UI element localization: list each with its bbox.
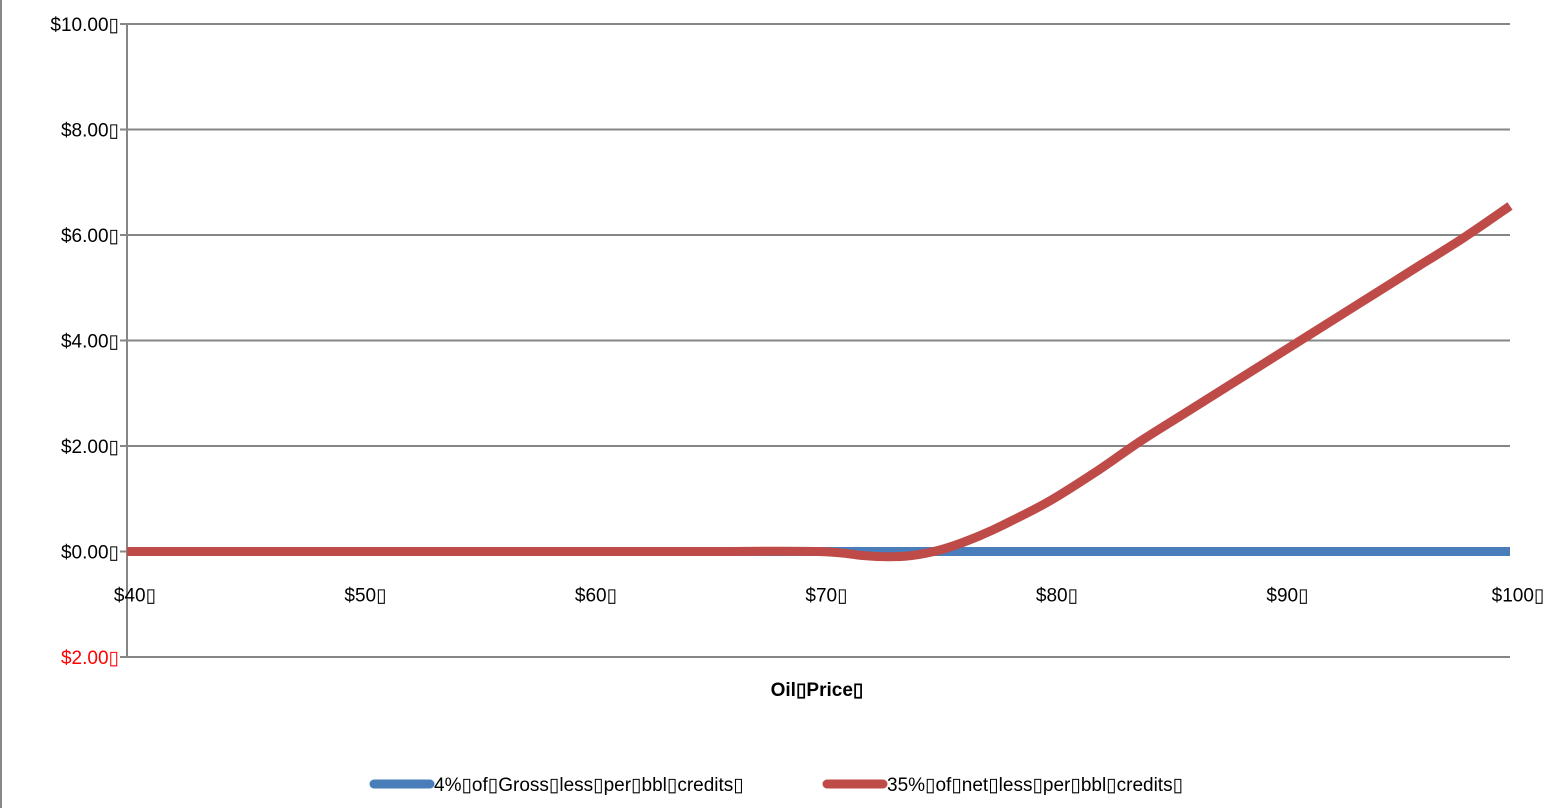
y-tick-label-0: $2.00▯ [61,648,119,669]
x-tick-labels: $40▯ $50▯ $60▯ $70▯ $80▯ $90▯ $100▯ [114,586,1544,607]
x-axis-label: Oil▯Price▯ [771,680,864,701]
x-tick-label-1: $50▯ [344,586,386,607]
y-tick-label-4: $6.00▯ [61,226,119,247]
x-tick-label-2: $60▯ [575,586,617,607]
y-tick-label-5: $8.00▯ [61,121,119,142]
x-tick-label-4: $80▯ [1036,586,1078,607]
x-tick-label-5: $90▯ [1266,586,1308,607]
legend-label-0: 4%▯of▯Gross▯less▯per▯bbl▯credits▯ [434,775,744,796]
y-tick-label-2: $2.00▯ [61,437,119,458]
series-lines [127,202,1513,562]
x-tick-label-3: $70▯ [805,586,847,607]
legend-label-1: 35%▯of▯net▯less▯per▯bbl▯credits▯ [887,775,1183,796]
y-tick-labels: $2.00▯ $0.00▯ $2.00▯ $4.00▯ $6.00▯ $8.00▯ $10.… [50,15,119,669]
y-tick-label-3: $4.00▯ [61,332,119,353]
series-line-1 [127,202,1513,562]
x-tick-label-6: $100▯ [1492,586,1545,607]
x-tick-label-0: $40▯ [114,586,156,607]
legend: 4%▯of▯Gross▯less▯per▯bbl▯credits▯ 35%▯of▯… [369,775,1183,796]
y-tick-label-6: $10.00▯ [50,15,119,36]
y-tick-label-1: $0.00▯ [61,543,119,564]
